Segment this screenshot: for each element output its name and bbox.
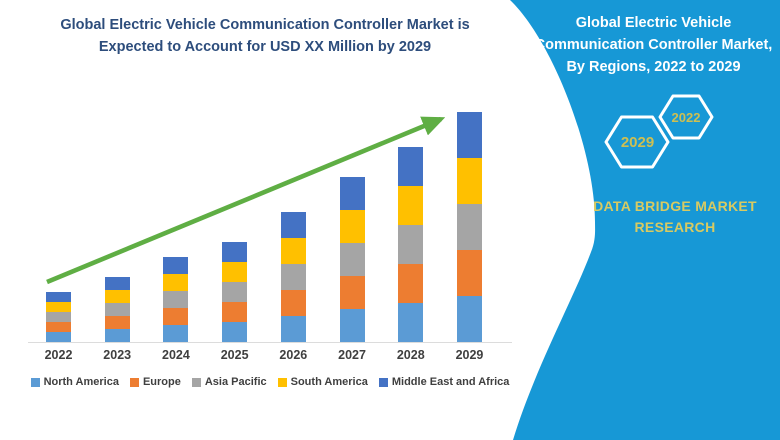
bar-segment-middle-east-and-africa [456, 112, 482, 158]
bar-segment-middle-east-and-africa [398, 147, 424, 186]
bar-segment-europe [339, 276, 365, 309]
legend-item-middle-east-and-africa: Middle East and Africa [378, 376, 510, 388]
panel-header-line3: By Regions, 2022 to 2029 [566, 59, 741, 75]
chart-legend: North America Europe Asia Pacific South Ame… [25, 376, 515, 388]
stacked-bar-2028 [398, 147, 424, 342]
x-axis-label-2025: 2025 [220, 348, 249, 362]
bar-segment-middle-east-and-africa [104, 277, 130, 290]
bar-segment-north-america [222, 322, 248, 342]
bar-segment-middle-east-and-africa [339, 177, 365, 210]
bar-segment-north-america [104, 329, 130, 342]
legend-label: North America [43, 376, 119, 388]
bar-segment-europe [163, 308, 189, 325]
x-axis-label-2027: 2027 [338, 348, 366, 362]
bar-segment-south-america [163, 274, 189, 291]
x-axis-label-2024: 2024 [162, 348, 190, 362]
bar-segment-north-america [456, 296, 482, 342]
bar-segment-middle-east-and-africa [222, 242, 248, 262]
bar-segment-north-america [398, 303, 424, 342]
bar-segment-south-america [104, 290, 130, 303]
chart-title: Global Electric Vehicle Communication Co… [30, 14, 500, 58]
stacked-bar-2024 [163, 257, 189, 342]
stacked-bar-2022 [46, 292, 71, 342]
bar-segment-middle-east-and-africa [280, 212, 306, 238]
bar-segment-south-america [398, 186, 424, 225]
bar-segment-south-america [280, 238, 306, 264]
stacked-bar-2029 [456, 112, 482, 342]
bar-segment-asia-pacific [280, 264, 306, 290]
hexagon-2029-label: 2029 [620, 134, 655, 151]
bar-segment-europe [104, 316, 130, 329]
bar-segment-europe [398, 264, 424, 303]
x-axis-label-2022: 2022 [44, 348, 73, 362]
bar-segment-north-america [280, 316, 306, 342]
legend-item-north-america: North America [30, 376, 119, 388]
bar-segment-asia-pacific [163, 291, 189, 308]
panel-header: Global Electric Vehicle Communication Co… [532, 12, 775, 78]
legend-marker-icon [277, 377, 287, 387]
brand-line1: DATA BRIDGE MARKET [593, 198, 757, 214]
bar-segment-north-america [339, 309, 365, 342]
brand-line2: RESEARCH [634, 219, 716, 235]
x-axis-label-2028: 2028 [396, 348, 425, 362]
chart-title-line2: Expected to Account for USD XX Million b… [98, 39, 432, 55]
bar-segment-europe [280, 290, 306, 316]
bar-segment-asia-pacific [104, 303, 130, 316]
stacked-bar-2023 [104, 277, 130, 342]
x-axis-label-2023: 2023 [103, 348, 132, 362]
bar-segment-asia-pacific [222, 282, 248, 302]
bar-segment-middle-east-and-africa [46, 292, 71, 302]
stacked-bar-2026 [280, 212, 306, 342]
bar-segment-europe [222, 302, 248, 322]
bar-segment-north-america [163, 325, 189, 342]
legend-marker-icon [30, 377, 40, 387]
stacked-bar-2025 [222, 242, 248, 342]
bar-segment-asia-pacific [456, 204, 482, 250]
legend-label: Europe [142, 376, 181, 388]
legend-label: Middle East and Africa [391, 376, 510, 388]
legend-item-europe: Europe [129, 376, 181, 388]
legend-marker-icon [129, 377, 139, 387]
bar-segment-south-america [222, 262, 248, 282]
bar-segment-south-america [46, 302, 71, 312]
bar-segment-south-america [339, 210, 365, 243]
bar-segment-south-america [456, 158, 482, 204]
x-axis-label-2026: 2026 [279, 348, 308, 362]
legend-marker-icon [378, 377, 388, 387]
brand-name: DATA BRIDGE MARKET RESEARCH [575, 196, 775, 238]
x-axis-label-2029: 2029 [455, 348, 484, 362]
stacked-bar-2027 [339, 177, 365, 342]
bar-segment-asia-pacific [46, 312, 71, 322]
bar-segment-middle-east-and-africa [163, 257, 189, 274]
panel-header-line2: Communication Controller Market, [534, 37, 773, 53]
legend-label: Asia Pacific [204, 376, 267, 388]
panel-header-line1: Global Electric Vehicle [575, 15, 732, 31]
legend-item-asia-pacific: Asia Pacific [191, 376, 267, 388]
legend-marker-icon [191, 377, 201, 387]
legend-label: South America [290, 376, 368, 388]
bar-segment-north-america [46, 332, 71, 342]
bar-segment-europe [456, 250, 482, 296]
x-axis-line [28, 342, 512, 343]
bar-segment-europe [46, 322, 71, 332]
bar-segment-asia-pacific [339, 243, 365, 276]
legend-item-south-america: South America [277, 376, 368, 388]
chart-title-line1: Global Electric Vehicle Communication Co… [60, 17, 470, 33]
hexagon-2022-label: 2022 [671, 110, 701, 125]
bar-segment-asia-pacific [398, 225, 424, 264]
